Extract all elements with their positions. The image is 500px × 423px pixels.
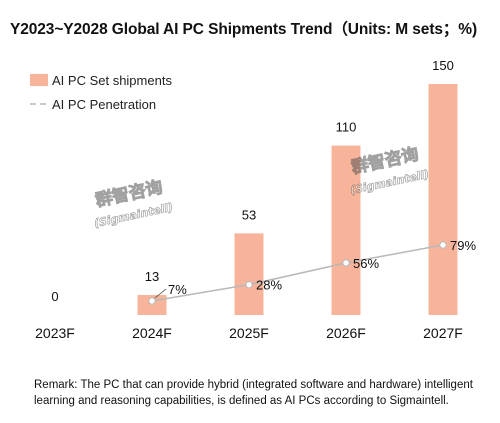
- line-point-2024F: [148, 297, 156, 305]
- bar-label-2024F: 13: [145, 269, 159, 284]
- x-tick-2027F: 2027F: [423, 325, 463, 341]
- x-tick-2025F: 2025F: [229, 325, 269, 341]
- bar-2025F: [234, 233, 264, 315]
- chart-title: Y2023~Y2028 Global AI PC Shipments Trend…: [10, 21, 478, 38]
- line-series: [148, 241, 447, 305]
- x-tick-2024F: 2024F: [132, 325, 172, 341]
- watermark-1: 群智咨询(Sigmaintell): [93, 176, 175, 230]
- x-axis-tick-labels: 2023F 2024F 2025F 2026F 2027F: [35, 325, 463, 341]
- legend-label-line: AI PC Penetration: [52, 97, 156, 112]
- bar-label-2023F: 0: [51, 289, 58, 304]
- bar-series: [137, 84, 458, 315]
- bar-2027F: [428, 84, 458, 315]
- legend-swatch-bars: [30, 74, 48, 86]
- bar-label-2026F: 110: [336, 120, 357, 135]
- x-tick-2023F: 2023F: [35, 325, 75, 341]
- bar-label-2027F: 150: [432, 58, 454, 73]
- line-label-2025F: 28%: [256, 278, 282, 293]
- line-label-2024F: 7%: [168, 282, 187, 297]
- bar-label-2025F: 53: [242, 207, 256, 222]
- remark-note: Remark: The PC that can provide hybrid (…: [34, 379, 473, 407]
- line-point-2026F: [342, 259, 350, 267]
- watermarks: 群智咨询(Sigmaintell)群智咨询(Sigmaintell): [93, 143, 431, 230]
- line-value-labels: 7% 28% 56% 79%: [168, 238, 476, 297]
- bar-2026F: [331, 145, 361, 315]
- penetration-line: [151, 244, 444, 302]
- line-label-leader-2024F: [154, 288, 167, 299]
- legend-label-bars: AI PC Set shipments: [52, 73, 172, 88]
- line-point-2027F: [439, 241, 447, 249]
- bar-value-labels: 0 13 53 110 150: [51, 58, 453, 304]
- legend: AI PC Set shipments AI PC Penetration: [30, 73, 172, 112]
- line-label-2027F: 79%: [450, 238, 476, 253]
- line-point-2025F: [245, 280, 253, 289]
- line-label-2026F: 56%: [353, 256, 379, 271]
- x-tick-2026F: 2026F: [326, 325, 366, 341]
